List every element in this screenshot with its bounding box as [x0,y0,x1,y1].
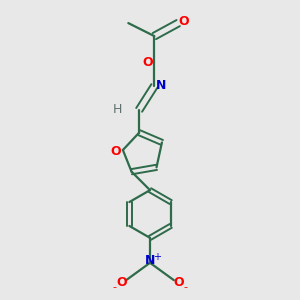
Text: O: O [116,276,127,289]
Text: N: N [145,254,155,267]
Text: O: O [178,16,189,28]
Text: O: O [142,56,153,69]
Text: O: O [173,276,184,289]
Text: H: H [113,103,122,116]
Text: N: N [156,80,166,92]
Text: O: O [110,145,121,158]
Text: -: - [112,282,116,292]
Text: -: - [184,282,188,292]
Text: +: + [153,252,161,262]
